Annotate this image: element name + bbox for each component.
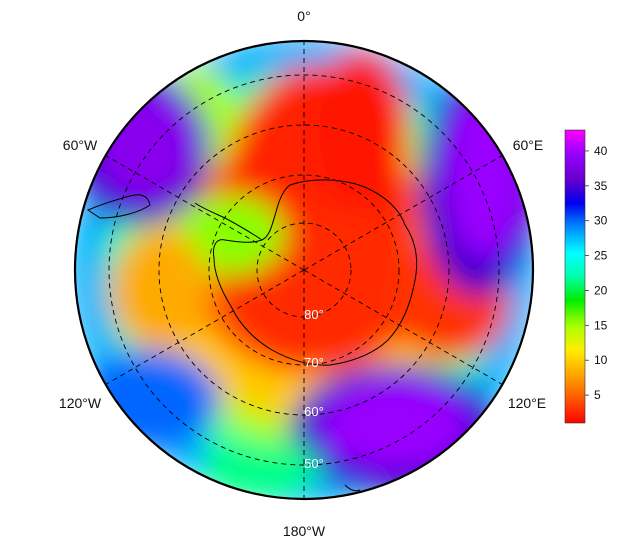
lat-label-60: 60°: [304, 404, 324, 419]
meridian-60: [303, 155, 503, 271]
new-zealand-coast: [344, 484, 361, 492]
colorbar-tick-label: 35: [594, 179, 608, 193]
colorbar-tick-label: 5: [594, 388, 601, 402]
colorbar: 5 10 15 20 25 30 35 40: [564, 129, 608, 424]
lon-label-60e: 60°E: [513, 137, 544, 153]
colorbar-scale: [564, 129, 586, 424]
graticule: [105, 41, 503, 499]
lat-circle-50: [108, 74, 500, 466]
lon-label-120w: 120°W: [59, 395, 102, 411]
lat-label-70: 70°: [304, 355, 324, 370]
lon-label-180w: 180°W: [283, 523, 326, 539]
lat-label-80: 80°: [304, 307, 324, 322]
meridian-120: [303, 269, 503, 385]
colorbar-tick-label: 15: [594, 318, 608, 332]
colorbar-tick-label: 40: [594, 144, 608, 158]
lon-label-60w: 60°W: [63, 137, 98, 153]
meridian-240: [105, 269, 305, 385]
lon-label-120e: 120°E: [508, 395, 546, 411]
colorbar-tick-label: 10: [594, 353, 608, 367]
colorbar-tick-label: 25: [594, 249, 608, 263]
south-america-tip: [86, 194, 151, 219]
colorbar-tick-label: 20: [594, 283, 608, 297]
colorbar-tick-label: 30: [594, 214, 608, 228]
lon-label-0: 0°: [297, 8, 310, 24]
meridian-300: [105, 155, 305, 271]
lat-label-50: 50°: [304, 456, 324, 471]
map-boundary: [73, 39, 535, 501]
